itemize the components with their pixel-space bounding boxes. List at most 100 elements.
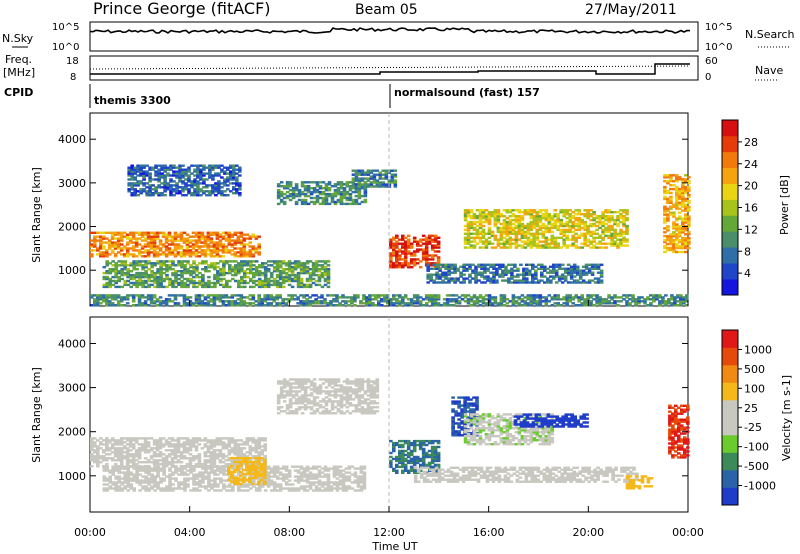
range-gate-cell [131,233,136,236]
range-gate-cell [114,475,118,478]
range-gate-cell [200,253,205,256]
range-gate-cell [398,264,402,267]
range-gate-cell [303,192,308,196]
range-gate-cell [520,226,525,230]
range-gate-cell [212,300,217,303]
range-gate-cell [296,298,300,301]
range-gate-cell [520,228,525,232]
range-gate-cell [566,269,571,272]
range-gate-cell [535,213,540,216]
range-gate-cell [475,236,480,239]
range-gate-cell [288,185,293,188]
range-gate-cell [216,281,220,285]
range-gate-cell [138,283,142,287]
range-gate-cell [197,245,202,248]
range-gate-cell [176,461,181,464]
range-gate-cell [535,218,540,222]
range-gate-cell [409,304,414,307]
range-gate-cell [235,178,239,181]
range-gate-cell [233,233,238,236]
range-gate-cell [226,184,230,187]
range-gate-cell [592,304,596,307]
range-gate-cell [260,300,264,303]
range-gate-cell [136,168,140,171]
range-gate-cell [675,219,679,222]
range-gate-cell [584,263,589,266]
range-gate-cell [251,235,256,238]
range-gate-cell [335,298,339,301]
range-gate-cell [200,233,205,236]
range-gate-cell [581,273,586,276]
range-gate-cell [221,245,226,248]
range-gate-cell [122,437,127,440]
range-gate-cell [204,268,208,271]
range-gate-cell [532,236,537,239]
range-gate-cell [359,302,363,305]
range-gate-cell [534,269,538,272]
range-gate-cell [669,199,673,203]
range-gate-cell [116,231,121,234]
colorbar-swatch [722,247,738,264]
range-gate-cell [239,455,244,458]
range-gate-cell [499,242,504,245]
range-gate-cell [233,441,238,444]
range-gate-cell [221,453,226,456]
range-gate-cell [574,238,578,241]
range-gate-cell [214,182,218,185]
range-gate-cell [625,300,629,303]
range-gate-cell [221,247,226,250]
range-gate-cell [243,275,247,279]
range-gate-cell [240,277,244,281]
range-gate-cell [299,277,304,281]
range-gate-cell [105,270,109,273]
range-gate-cell [128,459,133,462]
range-gate-cell [678,229,682,232]
range-gate-cell [560,277,565,280]
range-gate-cell [249,277,253,281]
range-gate-cell [93,451,97,454]
range-gate-cell [459,265,463,268]
range-gate-cell [568,215,572,218]
range-gate-cell [350,298,354,301]
range-gate-cell [110,443,115,446]
range-gate-cell [433,234,438,237]
range-gate-cell [294,185,299,188]
range-gate-cell [321,187,326,190]
range-gate-cell [369,175,374,178]
range-gate-cell [151,192,155,195]
range-gate-cell [684,199,688,203]
range-gate-cell [517,216,522,220]
range-gate-cell [105,271,109,275]
range-gate-cell [176,441,181,444]
range-gate-cell [663,191,667,195]
range-gate-cell [487,300,492,303]
range-gate-cell [119,298,124,301]
range-gate-cell [534,277,538,280]
range-gate-cell [353,300,357,303]
range-gate-cell [227,449,232,452]
range-gate-cell [324,183,329,186]
range-gate-cell [180,264,184,267]
range-gate-cell [138,271,142,275]
range-gate-cell [613,232,617,235]
range-gate-cell [466,300,471,303]
range-gate-cell [123,281,127,285]
range-gate-cell [147,273,151,277]
range-gate-cell [246,260,250,263]
range-gate-cell [589,213,593,216]
range-gate-cell [125,251,130,254]
range-gate-cell [429,277,433,280]
range-gate-cell [395,234,399,237]
range-gate-cell [110,237,115,240]
range-gate-cell [427,240,432,243]
range-gate-cell [499,238,504,241]
range-gate-cell [516,273,520,276]
range-gate-cell [568,244,572,247]
range-gate-cell [102,247,106,250]
range-gate-cell [105,302,109,305]
scatter-region [351,169,398,188]
range-gate-cell [279,192,284,196]
range-gate-cell [179,235,184,238]
range-gate-cell [684,244,688,248]
range-gate-cell [466,294,471,297]
